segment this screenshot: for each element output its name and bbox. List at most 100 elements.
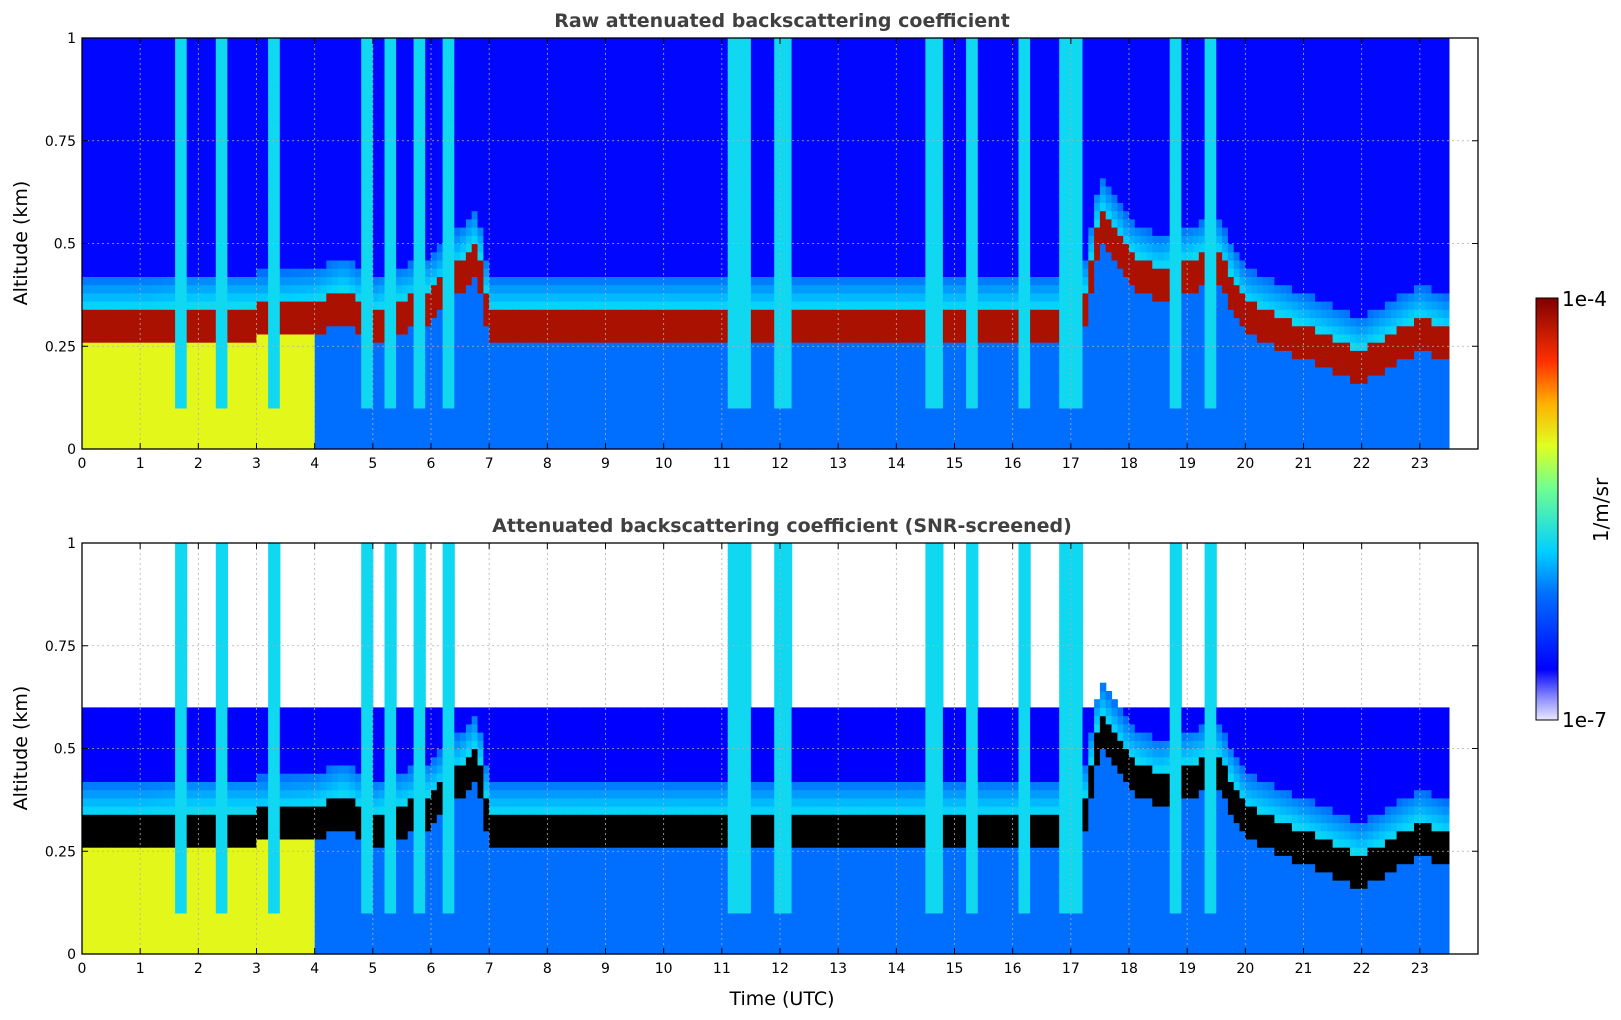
heatmap-cell <box>157 416 164 425</box>
heatmap-cell <box>82 383 89 392</box>
heatmap-cell <box>268 54 275 64</box>
heatmap-cell <box>495 440 502 450</box>
heatmap-cell <box>582 194 589 203</box>
heatmap-cell <box>210 432 217 442</box>
heatmap-cell <box>367 95 374 105</box>
heatmap-cell <box>547 38 554 47</box>
heatmap-cell <box>378 325 386 335</box>
heatmap-cell <box>308 259 316 269</box>
heatmap-cell <box>99 169 106 179</box>
heatmap-cell <box>303 259 310 269</box>
heatmap-cell <box>262 350 269 360</box>
heatmap-cell <box>541 120 548 129</box>
heatmap-cell <box>256 259 263 269</box>
heatmap-cell <box>541 87 548 97</box>
heatmap-cell <box>448 276 455 286</box>
heatmap-cell <box>239 333 246 343</box>
heatmap-cell <box>559 350 566 360</box>
heatmap-cell <box>646 194 653 203</box>
heatmap-cell <box>431 235 438 245</box>
heatmap-cell <box>652 54 659 64</box>
heatmap-cell <box>384 128 391 138</box>
heatmap-cell <box>378 194 386 203</box>
heatmap-cell <box>524 54 531 64</box>
heatmap-cell <box>320 54 327 64</box>
heatmap-cell <box>233 202 240 212</box>
heatmap-cell <box>634 169 641 179</box>
heatmap-cell <box>175 325 182 335</box>
heatmap-cell <box>99 399 106 409</box>
heatmap-cell <box>413 202 420 212</box>
heatmap-cell <box>588 407 595 417</box>
heatmap-cell <box>297 103 304 113</box>
heatmap-cell <box>495 177 502 187</box>
heatmap-cell <box>623 350 630 360</box>
heatmap-cell <box>349 358 356 368</box>
heatmap-cell <box>221 169 228 179</box>
heatmap-cell <box>454 128 461 138</box>
heatmap-cell <box>105 251 112 261</box>
heatmap-cell <box>122 333 130 343</box>
heatmap-cell <box>87 317 95 327</box>
heatmap-cell <box>180 153 188 162</box>
heatmap-cell <box>576 358 583 368</box>
heatmap-cell <box>407 218 415 228</box>
heatmap-cell <box>146 79 153 88</box>
heatmap-cell <box>122 95 130 105</box>
heatmap-cell <box>436 251 444 261</box>
heatmap-cell <box>512 70 519 80</box>
heatmap-cell <box>378 424 386 434</box>
heatmap-cell <box>163 407 170 417</box>
heatmap-cell <box>524 391 531 401</box>
heatmap-cell <box>396 70 403 80</box>
heatmap-cell <box>326 202 333 212</box>
heatmap-cell <box>454 218 461 228</box>
heatmap-cell <box>93 144 100 154</box>
heatmap-cell <box>559 202 566 212</box>
heatmap-cell <box>524 46 531 55</box>
heatmap-cell <box>547 416 554 425</box>
heatmap-cell <box>623 144 630 154</box>
heatmap-cell <box>442 251 449 261</box>
heatmap-cell <box>623 62 630 72</box>
heatmap-cell <box>541 46 548 55</box>
heatmap-cell <box>250 218 258 228</box>
heatmap-cell <box>617 54 624 64</box>
heatmap-cell <box>349 284 356 294</box>
heatmap-cell <box>291 62 298 72</box>
heatmap-cell <box>134 218 141 228</box>
heatmap-cell <box>384 120 391 129</box>
heatmap-cell <box>553 317 560 327</box>
heatmap-cell <box>221 301 228 310</box>
heatmap-cell <box>105 54 112 64</box>
heatmap-cell <box>436 128 444 138</box>
heatmap-cell <box>355 153 362 162</box>
heatmap-cell <box>477 120 484 129</box>
heatmap-cell <box>378 440 386 450</box>
heatmap-cell <box>250 235 258 245</box>
heatmap-cell <box>93 292 100 302</box>
heatmap-cell <box>343 284 351 294</box>
heatmap-cell <box>529 128 537 138</box>
heatmap-cell <box>186 70 194 80</box>
heatmap-cell <box>93 284 100 294</box>
heatmap-cell <box>105 333 112 343</box>
heatmap-cell <box>465 268 473 277</box>
heatmap-cell <box>256 333 263 343</box>
heatmap-cell <box>297 227 304 236</box>
heatmap-cell <box>593 317 601 327</box>
heatmap-cell <box>506 358 513 368</box>
heatmap-cell <box>524 399 531 409</box>
heatmap-cell <box>483 375 490 384</box>
heatmap-cell <box>99 317 106 327</box>
heatmap-cell <box>122 358 130 368</box>
heatmap-cell <box>355 79 362 88</box>
heatmap-cell <box>87 375 95 384</box>
heatmap-cell <box>279 243 287 253</box>
heatmap-cell <box>372 62 380 72</box>
heatmap-cell <box>233 112 240 121</box>
heatmap-cell <box>559 325 566 335</box>
heatmap-cell <box>588 399 595 409</box>
heatmap-cell <box>157 62 164 72</box>
heatmap-cell <box>314 432 322 442</box>
